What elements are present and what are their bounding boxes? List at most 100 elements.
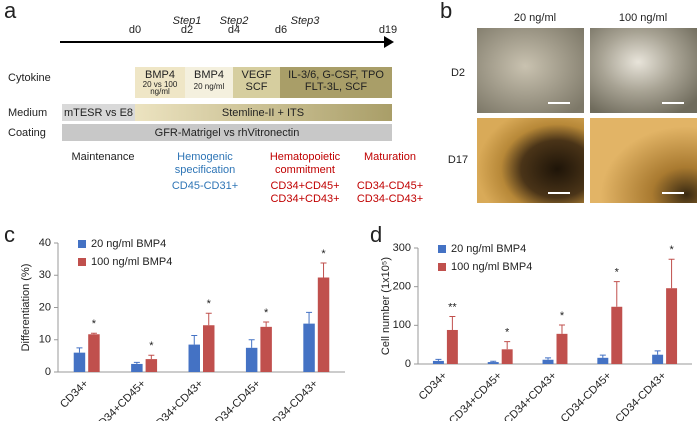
error-bar bbox=[490, 360, 497, 363]
day-label: d19 bbox=[379, 24, 397, 36]
box-text: mTESR vs E8 bbox=[64, 107, 133, 119]
stage-name: commitment bbox=[275, 164, 335, 176]
bar bbox=[556, 333, 568, 364]
protocol-diagram bbox=[60, 36, 394, 141]
y-axis-label: Differentiation (%) bbox=[20, 264, 32, 352]
error-bar bbox=[148, 354, 155, 360]
stage-marker: CD34+CD43+ bbox=[270, 193, 339, 205]
y-tick-label: 20 bbox=[39, 301, 51, 313]
x-tick-label: CD34+CD45+ bbox=[447, 370, 504, 421]
bar bbox=[501, 349, 513, 364]
x-tick-label: CD34+CD43+ bbox=[148, 378, 205, 421]
box bbox=[280, 67, 392, 98]
error-bar bbox=[133, 361, 140, 364]
micrographs: 20 ng/ml 100 ng/ml D2 D17 bbox=[448, 12, 697, 203]
significance: * bbox=[560, 310, 565, 322]
box bbox=[185, 67, 233, 98]
bar bbox=[597, 357, 609, 364]
significance: * bbox=[505, 326, 510, 338]
y-tick-label: 10 bbox=[39, 334, 51, 346]
stage-name: Hemogenic bbox=[177, 151, 233, 163]
stage-marker: CD34-CD45+ bbox=[357, 180, 423, 192]
box-text: GFR-Matrigel vs rhVitronectin bbox=[155, 127, 300, 139]
row-label: D17 bbox=[448, 154, 468, 166]
panel-label: b bbox=[440, 0, 452, 23]
legend-label: 20 ng/ml BMP4 bbox=[91, 238, 166, 250]
row-label: D2 bbox=[451, 67, 465, 79]
box-text: SCF bbox=[246, 81, 268, 93]
x-tick-label: CD34-CD43+ bbox=[265, 378, 320, 421]
bar bbox=[446, 329, 458, 364]
step-label: Step3 bbox=[291, 15, 321, 27]
panel-label: a bbox=[4, 0, 17, 23]
step-label: Step1 bbox=[173, 15, 202, 27]
stage-marker: CD34+CD45+ bbox=[270, 180, 339, 192]
column-label: 20 ng/ml bbox=[514, 12, 556, 24]
box-text: ng/ml bbox=[150, 87, 170, 96]
x-tick-label: CD34+CD43+ bbox=[502, 370, 559, 421]
y-axis-label: Cell number (1x10⁵) bbox=[380, 257, 392, 355]
bar bbox=[131, 363, 143, 372]
x-tick-label: CD34+CD45+ bbox=[91, 378, 148, 421]
y-tick-label: 30 bbox=[39, 269, 51, 281]
bar bbox=[611, 306, 623, 364]
significance: * bbox=[669, 244, 674, 256]
error-bar bbox=[545, 357, 552, 360]
error-bar bbox=[599, 354, 606, 358]
bar bbox=[432, 360, 444, 364]
error-bar bbox=[654, 350, 661, 355]
row-label: Medium bbox=[8, 107, 47, 119]
legend-swatch bbox=[78, 258, 86, 266]
error-bar bbox=[248, 339, 255, 348]
y-tick-label: 200 bbox=[393, 281, 411, 293]
bar bbox=[666, 288, 678, 364]
y-tick-label: 0 bbox=[45, 366, 51, 378]
significance: * bbox=[92, 318, 97, 330]
error-bar bbox=[320, 262, 327, 278]
legend-swatch bbox=[438, 263, 446, 271]
bar bbox=[73, 352, 86, 372]
significance: ** bbox=[448, 301, 457, 313]
error-bar bbox=[668, 258, 675, 289]
x-tick-label: CD34+ bbox=[417, 370, 450, 403]
panel-label: c bbox=[4, 222, 15, 247]
error-bar bbox=[504, 341, 511, 350]
y-tick-label: 300 bbox=[393, 242, 411, 254]
error-bar bbox=[558, 324, 565, 334]
stage-name: Hematopoietic bbox=[270, 151, 341, 163]
bar bbox=[145, 359, 158, 372]
legend-swatch bbox=[438, 245, 446, 253]
column-label: 100 ng/ml bbox=[619, 12, 667, 24]
day-label: d2 bbox=[181, 24, 193, 36]
bar bbox=[260, 326, 272, 372]
significance: * bbox=[264, 307, 269, 319]
box bbox=[233, 67, 280, 98]
image bbox=[590, 28, 697, 113]
error-bar bbox=[191, 335, 198, 345]
image bbox=[477, 118, 584, 203]
bar bbox=[487, 362, 499, 364]
day-label: d0 bbox=[129, 24, 141, 36]
bar bbox=[188, 344, 200, 372]
bar bbox=[317, 277, 330, 372]
panel-labels: a b c d bbox=[4, 0, 452, 247]
image bbox=[590, 118, 697, 203]
box-text: Stemline-II + ITS bbox=[222, 107, 304, 119]
x-tick-label: CD34-CD45+ bbox=[559, 370, 614, 421]
bar bbox=[303, 323, 315, 372]
error-bar bbox=[435, 358, 442, 361]
day-label: d6 bbox=[275, 24, 287, 36]
x-tick-label: CD34+ bbox=[58, 378, 91, 411]
row-label: Cytokine bbox=[8, 72, 51, 84]
box-text: FLT-3L, SCF bbox=[305, 81, 367, 93]
panel-label: d bbox=[370, 222, 382, 247]
x-tick-label: CD34-CD45+ bbox=[208, 378, 263, 421]
stage-marker: CD34-CD43+ bbox=[357, 193, 423, 205]
bar bbox=[542, 359, 554, 364]
legend-label: 20 ng/ml BMP4 bbox=[451, 243, 526, 255]
stage-name: specification bbox=[175, 164, 236, 176]
image bbox=[477, 28, 584, 113]
box bbox=[135, 104, 392, 121]
stage-marker: CD45-CD31+ bbox=[172, 180, 238, 192]
step-label: Step2 bbox=[220, 15, 249, 27]
